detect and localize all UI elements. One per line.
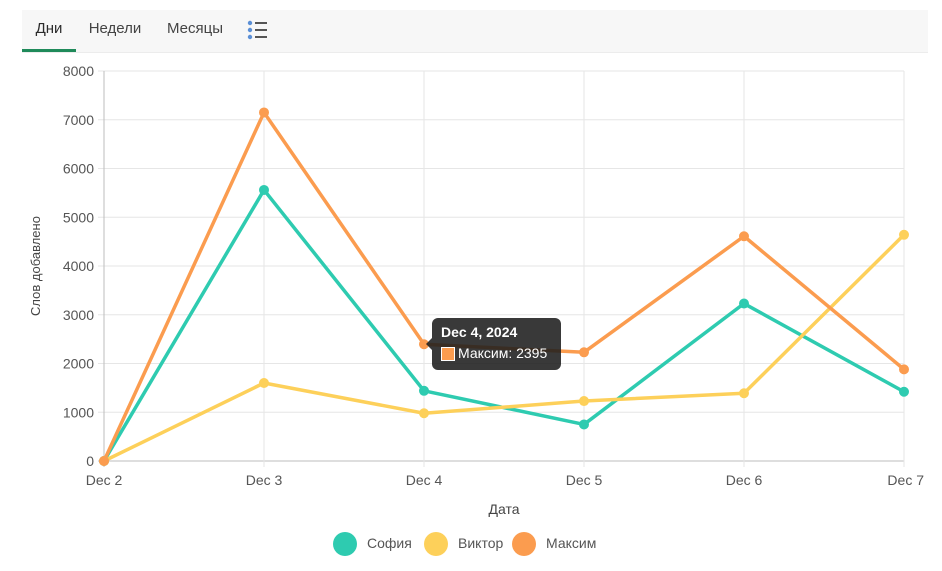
- x-axis-ticks: Dec 2 Dec 3 Dec 4 Dec 5 Dec 6 Dec 7: [86, 472, 924, 488]
- series-line-1: [103, 233, 906, 463]
- y-tick-label: 5000: [63, 209, 94, 225]
- x-tick-label: Dec 6: [726, 472, 763, 488]
- view-tabs: Дни Недели Месяцы: [22, 10, 928, 53]
- data-point[interactable]: [579, 396, 589, 407]
- data-point[interactable]: [419, 408, 429, 419]
- x-tick-label: Dec 5: [566, 472, 603, 488]
- y-tick-label: 6000: [63, 161, 94, 177]
- legend-label: Виктор: [458, 535, 504, 551]
- x-tick-label: Dec 4: [406, 472, 443, 488]
- chart-tooltip: Dec 4, 2024 Максим: 2395: [426, 318, 561, 370]
- legend-swatch: [512, 532, 536, 556]
- y-tick-label: 7000: [63, 112, 94, 128]
- tooltip-title: Dec 4, 2024: [441, 324, 518, 340]
- tab-weeks[interactable]: Недели: [88, 20, 142, 37]
- tooltip-swatch: [441, 347, 455, 361]
- legend-label: София: [367, 535, 412, 551]
- x-tick-label: Dec 3: [246, 472, 283, 488]
- tab-days[interactable]: Дни: [22, 10, 76, 52]
- tab-months[interactable]: Месяцы: [166, 20, 223, 37]
- legend-swatch: [424, 532, 448, 556]
- data-point[interactable]: [419, 385, 429, 396]
- data-point[interactable]: [579, 347, 589, 358]
- data-point[interactable]: [259, 107, 269, 118]
- y-tick-label: 2000: [63, 356, 94, 372]
- y-tick-label: 4000: [63, 258, 94, 274]
- y-tick-label: 3000: [63, 307, 94, 323]
- x-tick-label: Dec 7: [887, 472, 924, 488]
- x-tick-label: Dec 2: [86, 472, 123, 488]
- y-tick-label: 8000: [63, 63, 94, 79]
- data-point[interactable]: [259, 378, 269, 388]
- data-point[interactable]: [739, 388, 749, 399]
- series-lines: [102, 110, 906, 463]
- data-point[interactable]: [899, 229, 909, 240]
- list-icon[interactable]: [246, 19, 270, 41]
- data-point[interactable]: [739, 231, 749, 242]
- grid: [98, 70, 905, 467]
- data-point[interactable]: [579, 419, 589, 430]
- y-axis-ticks: 0 1000 2000 3000 4000 5000 6000 7000 8000: [63, 63, 94, 469]
- x-axis-label: Дата: [488, 501, 519, 517]
- series-points: [99, 107, 909, 466]
- legend-swatch: [333, 532, 357, 556]
- data-point[interactable]: [739, 298, 749, 309]
- data-point[interactable]: [899, 364, 909, 375]
- tooltip-label: Максим: 2395: [458, 345, 548, 361]
- y-tick-label: 0: [86, 453, 94, 469]
- legend-label: Максим: [546, 535, 597, 551]
- y-axis-label: Слов добавлено: [28, 216, 43, 316]
- y-tick-label: 1000: [63, 404, 94, 420]
- data-point[interactable]: [899, 386, 909, 397]
- data-point[interactable]: [99, 456, 109, 466]
- data-point[interactable]: [259, 184, 269, 195]
